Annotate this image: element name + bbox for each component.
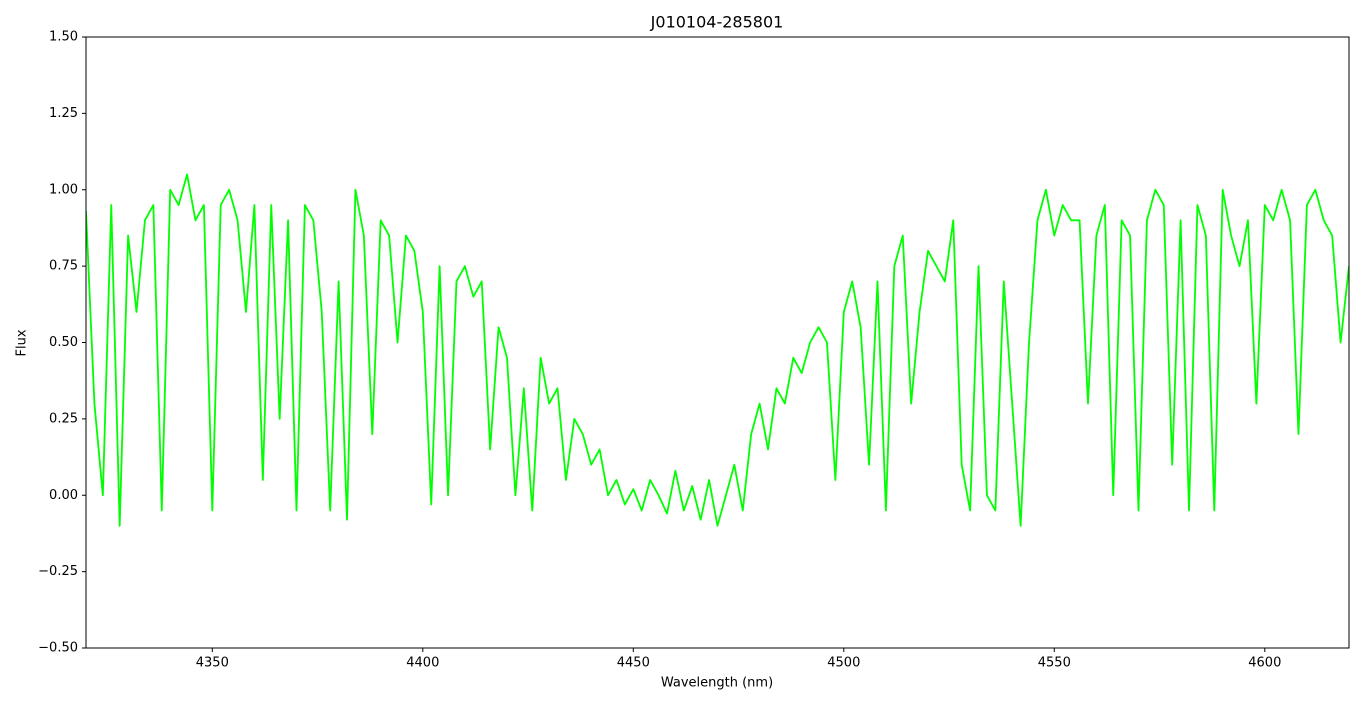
y-tick-label: 0.00 (49, 488, 78, 503)
y-tick-label: 1.50 (49, 30, 78, 45)
y-tick-label: 0.25 (49, 411, 78, 426)
y-tick-label: −0.50 (38, 641, 78, 656)
x-axis-label: Wavelength (nm) (661, 676, 773, 691)
plot-frame (85, 36, 1350, 649)
y-tick-label: 0.50 (49, 335, 78, 350)
x-tick-label: 4600 (1248, 656, 1281, 671)
y-tick-label: 1.25 (49, 106, 78, 121)
x-tick-label: 4350 (196, 656, 229, 671)
chart-title: J010104-285801 (650, 13, 784, 32)
x-tick-label: 4450 (617, 656, 650, 671)
y-tick-label: −0.25 (38, 564, 78, 579)
x-tick-label: 4500 (827, 656, 860, 671)
y-tick-label: 0.75 (49, 259, 78, 274)
spectrum-line (86, 173, 1349, 527)
y-axis-label: Flux (15, 329, 30, 356)
y-tick-label: 1.00 (49, 182, 78, 197)
x-tick-label: 4550 (1038, 656, 1071, 671)
x-tick-label: 4400 (406, 656, 439, 671)
